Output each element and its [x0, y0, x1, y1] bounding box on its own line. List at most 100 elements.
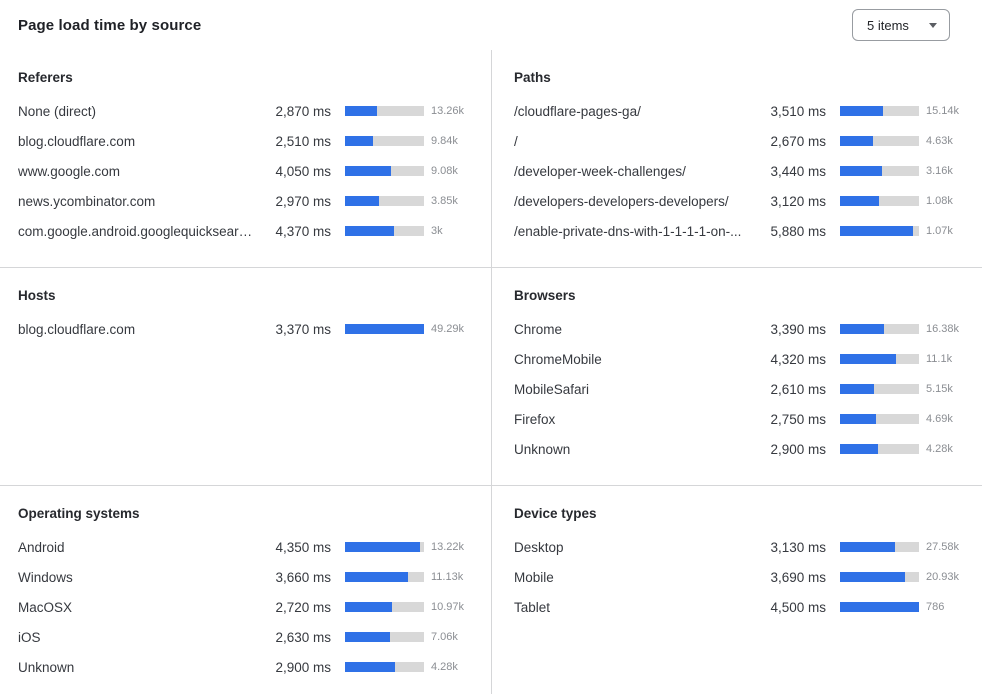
row-bar-fill: [840, 324, 884, 334]
metric-row: news.ycombinator.com 2,970 ms 3.85k: [18, 186, 475, 216]
row-bar: [345, 324, 424, 334]
row-bar-fill: [345, 662, 395, 672]
row-label: iOS: [18, 629, 41, 645]
row-bar: [345, 196, 424, 206]
row-bar: [840, 444, 919, 454]
row-time: 2,900 ms: [275, 659, 331, 675]
metric-row: Mobile 3,690 ms 20.93k: [514, 562, 970, 592]
metric-row: /developer-week-challenges/3,440 ms 3.16k: [514, 156, 970, 186]
panel-rows: Desktop 3,130 ms 27.58k Mobile 3,690 ms 20.93…: [514, 532, 970, 622]
row-count: 7.06k: [431, 631, 458, 643]
row-time: 2,970 ms: [275, 193, 331, 209]
metric-row: ChromeMobile 4,320 ms 11.1k: [514, 344, 970, 374]
row-bar: [840, 106, 919, 116]
widget-header: Page load time by source 5 items: [0, 0, 982, 50]
row-count: 27.58k: [926, 541, 960, 553]
row-time: 2,720 ms: [275, 599, 331, 615]
row-bar-fill: [840, 444, 878, 454]
row-label: blog.cloudflare.com: [18, 133, 136, 149]
panel-title: Referers: [18, 70, 73, 85]
row-bar: [840, 166, 919, 176]
row-count: 16.38k: [926, 323, 960, 335]
row-count: 11.1k: [926, 353, 953, 365]
row-label: Desktop: [514, 539, 564, 555]
row-bar: [345, 662, 424, 672]
panel-rows: Chrome 3,390 ms 16.38k ChromeMobile 4,320 ms…: [514, 314, 970, 464]
panel-title: Device types: [514, 506, 597, 521]
row-time: 4,500 ms: [770, 599, 826, 615]
row-label: Unknown: [514, 441, 571, 457]
panel-device-types: Device types Desktop 3,130 ms 27.58k Mobile…: [492, 486, 982, 622]
row-bar: [345, 226, 424, 236]
chevron-down-icon: [929, 22, 937, 28]
cell-browsers: Browsers Chrome 3,390 ms 16.38k ChromeMobil…: [491, 267, 982, 485]
row-label: Mobile: [514, 569, 554, 585]
row-bar-fill: [345, 226, 395, 236]
row-bar-fill: [840, 542, 895, 552]
panel-title: Operating systems: [18, 506, 140, 521]
row-label: www.google.com: [18, 163, 121, 179]
page-title: Page load time by source: [18, 16, 202, 34]
metric-row: Chrome 3,390 ms 16.38k: [514, 314, 970, 344]
row-bar-fill: [840, 414, 876, 424]
row-time: 4,370 ms: [275, 223, 331, 239]
row-bar-fill: [345, 542, 420, 552]
row-count: 3.16k: [926, 165, 953, 177]
metric-row: Tablet 4,500 ms 786: [514, 592, 970, 622]
row-count: 20.93k: [926, 571, 960, 583]
row-count: 4.28k: [926, 443, 953, 455]
row-time: 2,510 ms: [275, 133, 331, 149]
row-bar: [840, 414, 919, 424]
row-label: Windows: [18, 569, 73, 585]
row-bar-fill: [345, 572, 408, 582]
row-bar-fill: [840, 136, 873, 146]
row-bar: [345, 572, 424, 582]
cell-operating-systems: Operating systems Android 4,350 ms 13.22k W…: [0, 485, 491, 694]
row-count: 1.08k: [926, 195, 953, 207]
panel-rows: blog.cloudflare.com 3,370 ms 49.29k: [18, 314, 475, 344]
items-count-dropdown[interactable]: 5 items: [852, 9, 950, 41]
row-count: 11.13k: [431, 571, 464, 583]
metric-row: Android 4,350 ms 13.22k: [18, 532, 475, 562]
row-bar: [345, 632, 424, 642]
metric-row: blog.cloudflare.com 3,370 ms 49.29k: [18, 314, 475, 344]
row-time: 4,320 ms: [770, 351, 826, 367]
metric-row: MobileSafari 2,610 ms 5.15k: [514, 374, 970, 404]
row-count: 4.63k: [926, 135, 953, 147]
row-time: 3,440 ms: [770, 163, 826, 179]
row-bar-fill: [345, 166, 391, 176]
cell-referers: Referers None (direct) 2,870 ms 13.26k blog…: [0, 50, 491, 267]
row-bar: [345, 106, 424, 116]
row-bar: [840, 226, 919, 236]
row-label: Android: [18, 539, 65, 555]
row-time: 3,120 ms: [770, 193, 826, 209]
row-count: 13.26k: [431, 105, 465, 117]
row-count: 13.22k: [431, 541, 465, 553]
panels-grid: Referers None (direct) 2,870 ms 13.26k blog…: [0, 50, 982, 694]
row-label: news.ycombinator.com: [18, 193, 156, 209]
row-label: /enable-private-dns-with-1-1-1-1-on-...: [514, 223, 742, 239]
row-count: 4.69k: [926, 413, 953, 425]
row-time: 2,630 ms: [275, 629, 331, 645]
row-label: /cloudflare-pages-ga/: [514, 103, 641, 119]
row-time: 5,880 ms: [770, 223, 826, 239]
panel-paths: Paths /cloudflare-pages-ga/3,510 ms 15.14…: [492, 50, 982, 246]
row-bar: [840, 542, 919, 552]
row-count: 3k: [431, 225, 443, 237]
row-count: 49.29k: [431, 323, 465, 335]
panel-title: Paths: [514, 70, 551, 85]
row-time: 3,130 ms: [770, 539, 826, 555]
row-time: 3,690 ms: [770, 569, 826, 585]
row-bar-fill: [840, 106, 884, 116]
cell-hosts: Hosts blog.cloudflare.com 3,370 ms 49.29k: [0, 267, 491, 485]
row-bar-fill: [345, 324, 424, 334]
row-count: 10.97k: [431, 601, 465, 613]
row-bar-fill: [840, 226, 913, 236]
metric-row: com.google.android.googlequicksearc... 4,…: [18, 216, 475, 246]
row-count: 9.08k: [431, 165, 458, 177]
row-bar-fill: [840, 384, 874, 394]
metric-row: Unknown 2,900 ms 4.28k: [18, 652, 475, 682]
row-label: Firefox: [514, 411, 556, 427]
row-count: 3.85k: [431, 195, 458, 207]
cell-paths: Paths /cloudflare-pages-ga/3,510 ms 15.14…: [491, 50, 982, 267]
